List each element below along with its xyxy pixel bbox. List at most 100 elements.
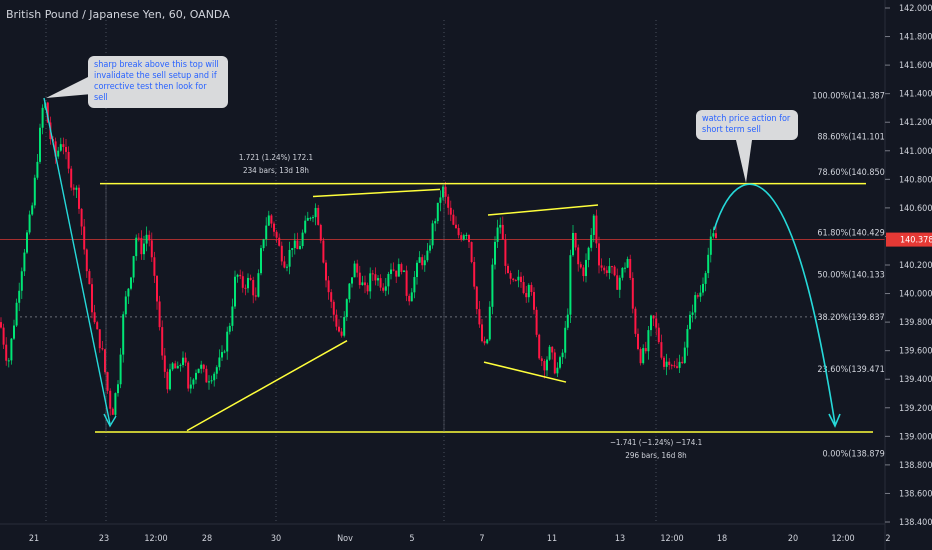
measure-labels: 1.721 (1.24%) 172.1 234 bars, 13d 18h −1… [239, 153, 702, 460]
candle-body [265, 225, 268, 240]
time-tick-label: Nov [337, 534, 353, 544]
candle-body [608, 266, 611, 274]
candle-body [275, 231, 278, 238]
candle-body [5, 344, 8, 361]
candles [0, 101, 717, 419]
candle-body [221, 352, 223, 358]
candle-body [7, 360, 10, 362]
candle-body [299, 246, 301, 250]
candle-body [470, 242, 473, 263]
candle-body [704, 273, 707, 284]
candle-body [59, 144, 62, 151]
candle-body [340, 331, 343, 336]
trend-line [487, 204, 599, 216]
trend-line [186, 340, 348, 432]
candle-body [62, 144, 65, 147]
candle-body [418, 257, 421, 263]
candle-body [494, 241, 496, 265]
candle-body [20, 271, 23, 291]
candle-body [257, 273, 260, 297]
candle-body [699, 292, 702, 297]
price-tick-label: 139.600 [899, 347, 932, 357]
candle-body [611, 266, 613, 268]
annotation-note-right[interactable]: watch price action for short term sell [696, 110, 798, 140]
candle-body [624, 267, 626, 269]
candle-body [538, 334, 541, 359]
candle-body [486, 339, 489, 344]
candle-body [15, 302, 18, 326]
candle-body [520, 276, 522, 283]
candle-body [686, 329, 689, 348]
candle-body [98, 329, 101, 349]
time-tick-label: 13 [615, 534, 625, 544]
candle-body [252, 280, 255, 296]
candle-body [28, 214, 31, 233]
candle-body [332, 301, 335, 315]
candle-body [291, 248, 294, 250]
candle-body [319, 224, 322, 241]
price-tick-label: 139.800 [899, 318, 932, 328]
candle-body [431, 223, 434, 246]
candle-body [369, 273, 372, 292]
candle-body [546, 359, 548, 371]
candle-body [184, 357, 187, 363]
candle-body [647, 330, 650, 352]
candle-body [566, 314, 569, 328]
candle-body [166, 371, 169, 390]
candle-body [517, 276, 520, 281]
candle-body [405, 270, 408, 296]
candle-body [460, 235, 463, 240]
candle-body [499, 224, 502, 228]
time-tick-label: 20 [788, 534, 798, 544]
candle-body [88, 271, 91, 285]
candle-body [353, 263, 356, 278]
candle-body [665, 361, 668, 367]
candle-body [707, 254, 710, 274]
price-tick-label: 141.200 [899, 118, 932, 128]
price-tick-label: 139.400 [899, 375, 932, 385]
candle-body [205, 368, 208, 383]
candle-body [57, 150, 60, 157]
candle-body [23, 252, 26, 272]
candle-body [668, 361, 671, 366]
candle-body [106, 372, 109, 391]
candle-body [231, 306, 234, 326]
candle-body [530, 284, 533, 293]
candle-body [85, 249, 88, 272]
candle-body [447, 196, 450, 208]
candle-body [507, 265, 509, 274]
candle-body [358, 272, 361, 286]
drawing-lines [43, 76, 873, 433]
price-tick-label: 140.600 [899, 204, 932, 214]
candle-body [13, 325, 15, 339]
candle-body [577, 247, 580, 265]
price-tick-label: 142.000 [899, 4, 932, 14]
price-axis[interactable]: 142.000 141.800 141.600 141.400 141.200 141.0… [884, 0, 932, 550]
candle-body [114, 393, 117, 415]
candle-body [348, 283, 351, 300]
measure-up-line2: 234 bars, 13d 18h [243, 166, 309, 175]
candle-body [691, 312, 694, 315]
candle-body [366, 285, 369, 292]
candle-body [629, 258, 632, 278]
price-axis-bg [885, 0, 932, 550]
candle-body [54, 141, 57, 157]
candle-body [312, 217, 314, 219]
candle-body [249, 277, 252, 281]
annotation-note-top[interactable]: sharp break above this top will invalida… [88, 56, 228, 108]
candle-body [478, 309, 481, 325]
fib-level-label: 50.00%(140.133) [817, 271, 888, 281]
time-tick-label: 5 [409, 534, 414, 544]
candle-body [553, 352, 556, 374]
candle-body [702, 283, 704, 293]
time-axis[interactable]: 21 23 12:00 28 30 Nov 5 7 11 13 12:00 18 20 12:00 2 [0, 523, 891, 544]
candle-body [468, 235, 470, 243]
candle-body [551, 346, 554, 353]
fib-level-label: 0.00%(138.879) [822, 450, 888, 460]
candle-body [696, 295, 699, 297]
candle-body [145, 234, 148, 244]
candle-body [436, 202, 439, 222]
candle-body [481, 324, 483, 342]
candle-body [384, 286, 387, 291]
